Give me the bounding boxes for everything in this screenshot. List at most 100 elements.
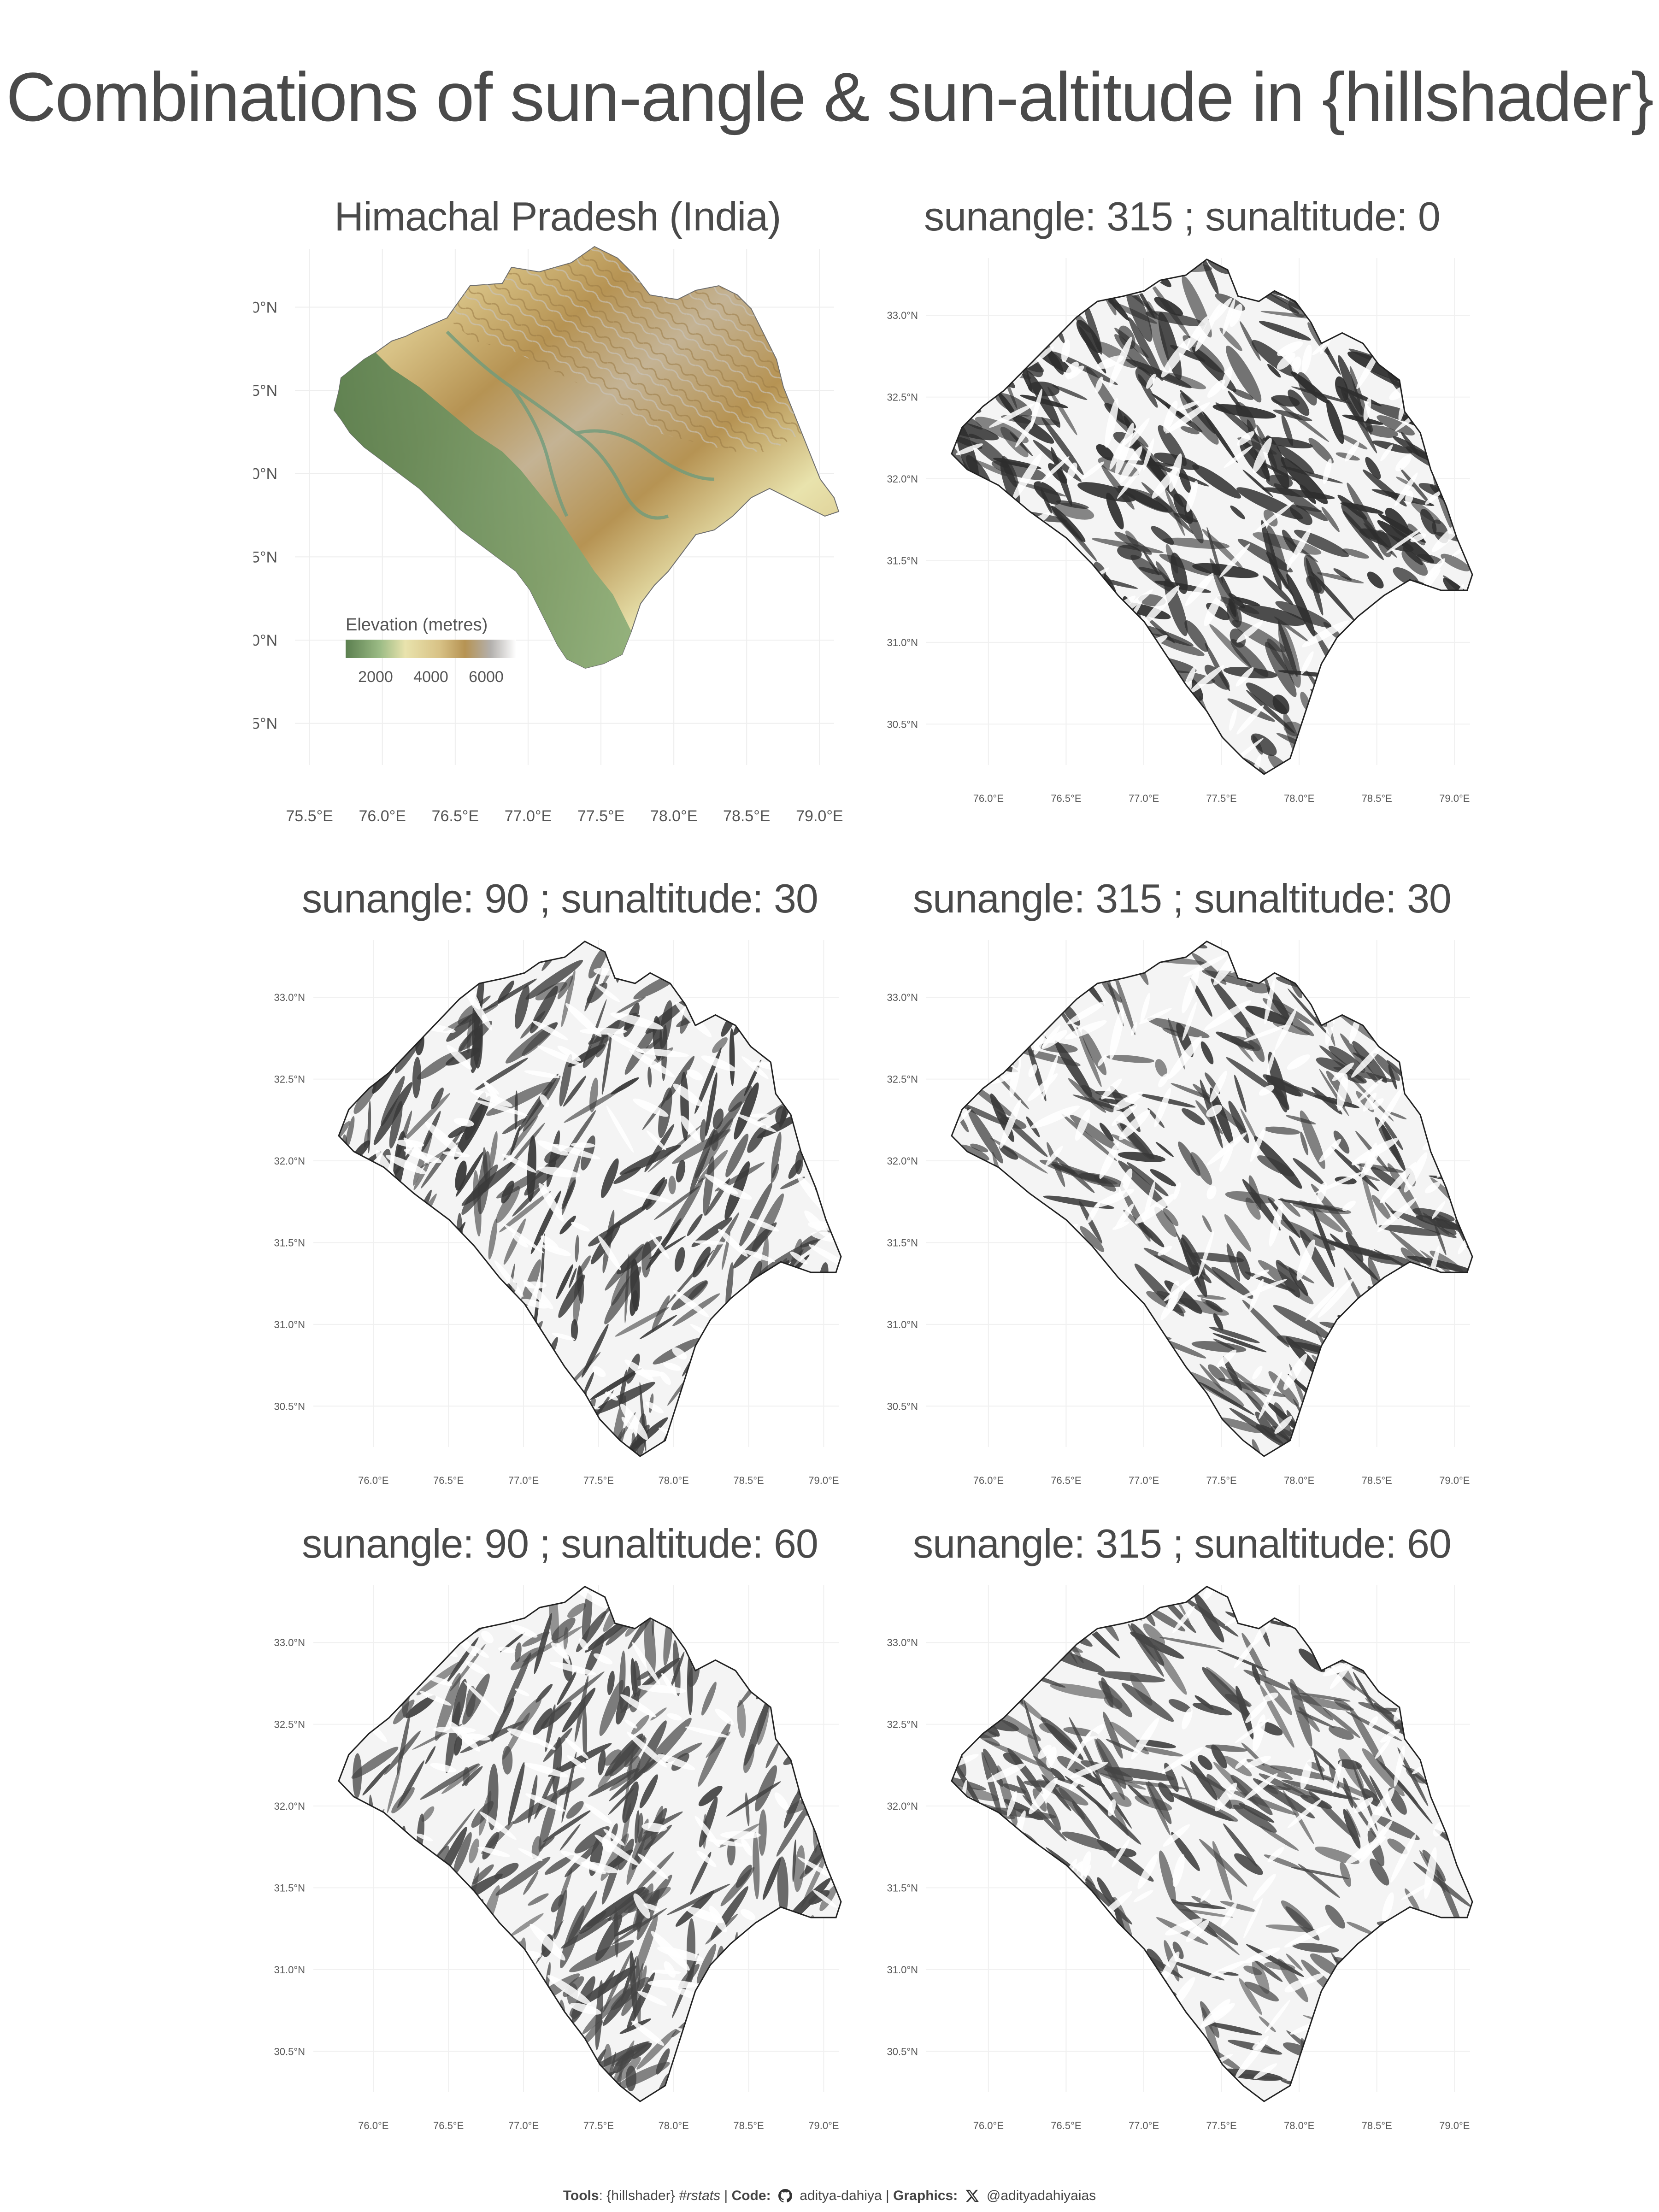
lon-tick-label: 77.5°E (583, 1475, 614, 1486)
lat-tick-label: 33.0°N (887, 310, 918, 321)
lon-tick-label: 78.5°E (733, 1475, 764, 1486)
lat-tick-label: 30.5°N (887, 1400, 918, 1412)
lat-tick-label: 32.0°N (887, 1800, 918, 1812)
lon-tick-label: 76.0°E (358, 1475, 388, 1486)
lat-tick-label: 30.5°N (274, 2046, 305, 2057)
panel-hillshade: sunangle: 90 ; sunaltitude: 30 33.0°N 32.… (253, 876, 866, 1516)
lon-tick-label: 78.5°E (1362, 793, 1392, 804)
lat-tick-label: 32.0°N (887, 473, 918, 485)
panel-hillshade: sunangle: 90 ; sunaltitude: 60 33.0°N 32.… (253, 1521, 866, 2166)
lon-tick-label: 76.5°E (433, 1475, 464, 1486)
lon-tick-label: 76.0°E (973, 2120, 1004, 2131)
hillshade-texture (952, 941, 1472, 1456)
lon-tick-label: 76.0°E (359, 807, 406, 825)
lon-tick-label: 79.0°E (808, 2120, 839, 2131)
lon-tick-label: 79.0°E (1439, 2120, 1470, 2131)
elevation-map-svg: 33.0°N 32.5°N 32.0°N 31.5°N 31.0°N 30.5°N 75.5… (253, 246, 843, 825)
hillshade-texture (339, 1586, 841, 2101)
lon-tick-label: 78.5°E (1362, 1475, 1392, 1486)
lat-tick-label: 31.0°N (887, 637, 918, 648)
panel-hillshade: sunangle: 315 ; sunaltitude: 0 33.0°N 32.… (866, 194, 1498, 839)
lat-tick-label: 31.5°N (887, 1882, 918, 1894)
himachal-outline (951, 1586, 1473, 2102)
lat-tick-label: 32.0°N (274, 1800, 305, 1812)
legend-label: 6000 (469, 668, 504, 686)
lat-tick-label: 31.0°N (253, 632, 277, 649)
lon-tick-label: 78.5°E (1362, 2120, 1392, 2131)
lat-tick-label: 31.0°N (274, 1319, 305, 1330)
lon-tick-label: 78.0°E (1284, 1475, 1314, 1486)
code-handle: aditya-dahiya (800, 2188, 882, 2203)
panel-title: sunangle: 90 ; sunaltitude: 60 (302, 1521, 818, 1566)
himachal-outline (338, 941, 842, 1457)
lat-tick-label: 32.0°N (887, 1155, 918, 1167)
lat-tick-label: 30.5°N (887, 718, 918, 730)
lon-tick-label: 76.0°E (973, 1475, 1004, 1486)
lon-tick-label: 76.5°E (1051, 2120, 1081, 2131)
panel-title: sunangle: 315 ; sunaltitude: 0 (924, 194, 1441, 239)
tools-label: Tools (563, 2188, 599, 2203)
hillshade-texture (952, 1586, 1472, 2101)
hillshade-map-svg: 33.0°N 32.5°N 32.0°N 31.5°N 31.0°N 30.5°N 76.0… (887, 258, 1473, 804)
code-label: Code: (731, 2188, 771, 2203)
legend-label: 4000 (413, 668, 448, 686)
lon-tick-label: 76.0°E (973, 793, 1004, 804)
footer-caption: Tools: {hillshader} #rstats | Code: adit… (563, 2188, 1096, 2203)
legend-colorbar (346, 640, 516, 658)
lat-tick-label: 32.5°N (274, 1719, 305, 1730)
hillshade-map-svg: 33.0°N 32.5°N 32.0°N 31.5°N 31.0°N 30.5°N 76.0… (274, 940, 842, 1486)
lat-tick-label: 33.0°N (274, 992, 305, 1003)
lon-tick-label: 78.5°E (723, 807, 770, 825)
lon-tick-label: 78.0°E (650, 807, 697, 825)
lon-tick-label: 77.0°E (508, 2120, 539, 2131)
low-elevation-region (334, 353, 631, 668)
panel-title: Himachal Pradesh (India) (334, 194, 782, 239)
lat-tick-label: 32.5°N (887, 392, 918, 403)
legend-label: 2000 (358, 668, 393, 686)
lon-tick-label: 77.5°E (1206, 1475, 1236, 1486)
lat-tick-label: 32.5°N (887, 1719, 918, 1730)
lon-tick-label: 77.0°E (505, 807, 552, 825)
lat-tick-label: 32.0°N (274, 1155, 305, 1167)
lon-tick-label: 77.0°E (508, 1475, 539, 1486)
lon-tick-label: 79.0°E (1439, 793, 1470, 804)
panel-title: sunangle: 315 ; sunaltitude: 60 (913, 1521, 1452, 1566)
lon-tick-label: 77.0°E (1129, 1475, 1159, 1486)
lat-tick-label: 30.5°N (887, 2046, 918, 2057)
lon-tick-label: 78.0°E (659, 2120, 689, 2131)
lat-tick-label: 32.0°N (253, 465, 277, 483)
lat-tick-label: 30.5°N (253, 715, 277, 733)
lon-tick-label: 78.0°E (1284, 2120, 1314, 2131)
lon-tick-label: 76.0°E (358, 2120, 388, 2131)
elevation-legend: Elevation (metres) 2000 4000 6000 (346, 615, 516, 686)
river-valleys (446, 330, 715, 520)
lat-tick-label: 33.0°N (887, 1637, 918, 1648)
himachal-outline (951, 941, 1473, 1457)
hillshade-map-svg: 33.0°N 32.5°N 32.0°N 31.5°N 31.0°N 30.5°N 76.0… (887, 1585, 1473, 2131)
lat-tick-label: 33.0°N (253, 299, 277, 316)
lon-tick-label: 78.5°E (733, 2120, 764, 2131)
lat-tick-label: 31.5°N (887, 555, 918, 566)
lon-tick-label: 75.5°E (286, 807, 333, 825)
github-icon (778, 2189, 792, 2203)
lat-tick-label: 31.0°N (274, 1964, 305, 1976)
lon-tick-label: 77.5°E (1206, 2120, 1236, 2131)
hillshade-map-svg: 33.0°N 32.5°N 32.0°N 31.5°N 31.0°N 30.5°N 76.0… (887, 940, 1473, 1486)
lon-tick-label: 77.0°E (1129, 793, 1159, 804)
panel-elevation-map: Himachal Pradesh (India) (253, 194, 862, 848)
lat-tick-label: 31.5°N (887, 1237, 918, 1248)
lon-tick-label: 76.5°E (1051, 1475, 1081, 1486)
tools-text: : {hillshader} (599, 2188, 675, 2203)
graphics-label: Graphics: (893, 2188, 958, 2203)
lon-tick-label: 77.5°E (1206, 793, 1236, 804)
lat-tick-label: 30.5°N (274, 1400, 305, 1412)
lat-tick-label: 32.5°N (253, 382, 277, 400)
lat-tick-label: 32.5°N (887, 1074, 918, 1085)
himachal-outline (338, 1586, 842, 2102)
lon-tick-label: 77.5°E (583, 2120, 614, 2131)
ridge-texture (447, 247, 802, 452)
lat-tick-label: 31.0°N (887, 1964, 918, 1976)
lat-tick-label: 31.5°N (253, 548, 277, 566)
rstats-tag: #rstats (679, 2188, 721, 2203)
lon-tick-label: 78.0°E (1284, 793, 1314, 804)
